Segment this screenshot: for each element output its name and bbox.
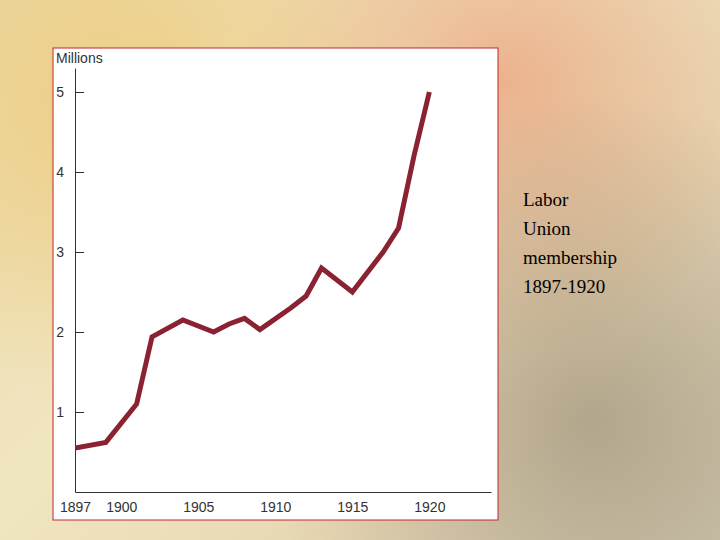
chart-panel bbox=[53, 48, 498, 520]
y-tick-label: 4 bbox=[56, 164, 64, 180]
membership-line bbox=[75, 92, 429, 448]
y-tick: 4 bbox=[56, 164, 84, 180]
x-tick-label: 1905 bbox=[183, 499, 214, 515]
y-tick-label: 3 bbox=[56, 244, 64, 260]
caption-line: Labor bbox=[523, 189, 569, 210]
y-tick: 2 bbox=[56, 324, 84, 340]
x-tick: 1900 bbox=[106, 492, 137, 515]
y-axis: 1 2 3 4 5 bbox=[56, 69, 84, 493]
x-tick-label: 1920 bbox=[414, 499, 445, 515]
plot-area bbox=[75, 92, 429, 448]
x-tick: 1897 bbox=[60, 492, 91, 515]
x-axis: 1897 1900 1905 1910 1915 1920 bbox=[60, 492, 492, 515]
caption-line: Union bbox=[523, 218, 571, 239]
y-tick-mark bbox=[75, 412, 84, 413]
chart-svg: 1 2 3 4 5 1897 1900 1905 1910 1915 1920 Millions Lab… bbox=[0, 0, 720, 540]
x-tick-label: 1915 bbox=[337, 499, 368, 515]
x-tick-label: 1900 bbox=[106, 499, 137, 515]
caption: Labor Union membership 1897-1920 bbox=[523, 189, 617, 297]
x-axis-line bbox=[76, 492, 492, 493]
x-tick: 1905 bbox=[183, 492, 214, 515]
y-tick: 5 bbox=[56, 84, 84, 100]
x-tick: 1910 bbox=[260, 492, 291, 515]
x-tick: 1920 bbox=[414, 492, 445, 515]
y-tick-label: 2 bbox=[56, 324, 64, 340]
x-tick: 1915 bbox=[337, 492, 368, 515]
y-tick: 1 bbox=[56, 404, 84, 420]
caption-line: membership bbox=[523, 247, 617, 268]
y-axis-line bbox=[75, 69, 76, 493]
y-tick-mark bbox=[75, 92, 84, 93]
y-axis-title: Millions bbox=[56, 50, 103, 66]
y-tick-mark bbox=[75, 332, 84, 333]
x-tick-label: 1910 bbox=[260, 499, 291, 515]
y-tick-mark bbox=[75, 172, 84, 173]
y-tick-mark bbox=[75, 252, 84, 253]
y-tick: 3 bbox=[56, 244, 84, 260]
x-tick-label: 1897 bbox=[60, 499, 91, 515]
y-tick-label: 1 bbox=[56, 404, 64, 420]
y-tick-label: 5 bbox=[56, 84, 64, 100]
caption-line: 1897-1920 bbox=[523, 276, 605, 297]
